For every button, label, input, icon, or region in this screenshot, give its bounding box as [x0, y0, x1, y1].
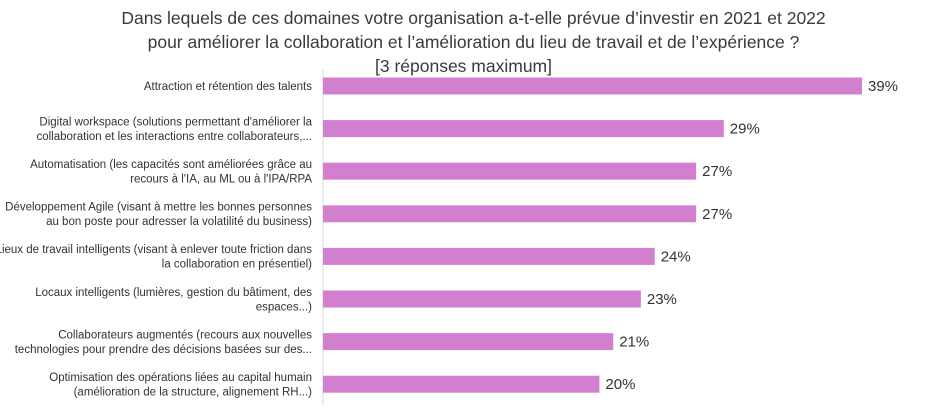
value-label-5: 24% — [661, 248, 691, 265]
category-label-7: Collaborateurs augmentés (recours aux no… — [15, 329, 313, 356]
value-label-4: 27% — [702, 206, 732, 223]
bar-4 — [323, 205, 697, 223]
bars-group: 39% Attraction et rétention des talents 29… — [0, 77, 898, 399]
value-label-3: 27% — [702, 163, 732, 180]
chart-title-line-2: pour améliorer la collaboration et l’amé… — [147, 32, 800, 52]
value-label-7: 21% — [619, 334, 649, 351]
category-label-1: Attraction et rétention des talents — [144, 81, 312, 93]
category-label-4: Développement Agile (visant à mettre les… — [5, 202, 312, 229]
chart-title: Dans lequels de ces domaines votre organ… — [0, 6, 947, 78]
value-label-1: 39% — [868, 78, 898, 95]
category-label-3: Automatisation (les capacités sont améli… — [30, 159, 312, 186]
category-label-2: Digital workspace (solutions permettant … — [36, 116, 312, 143]
category-label-8: Optimisation des opérations liées au cap… — [49, 372, 312, 399]
category-label-5: Lieux de travail intelligents (visant à … — [0, 244, 312, 271]
category-label-6: Locaux intelligents (lumières, gestion d… — [35, 287, 312, 314]
bar-7 — [323, 333, 614, 351]
bar-5 — [323, 247, 655, 265]
bar-2 — [323, 120, 724, 138]
value-label-8: 20% — [605, 376, 635, 393]
value-label-6: 23% — [647, 291, 677, 308]
bar-1 — [323, 77, 862, 95]
chart-subtitle: [3 réponses maximum] — [374, 56, 552, 76]
value-label-2: 29% — [730, 121, 760, 138]
bar-3 — [323, 162, 697, 180]
bar-8 — [323, 375, 600, 393]
bar-6 — [323, 290, 641, 308]
chart-title-line-1: Dans lequels de ces domaines votre organ… — [121, 8, 826, 28]
